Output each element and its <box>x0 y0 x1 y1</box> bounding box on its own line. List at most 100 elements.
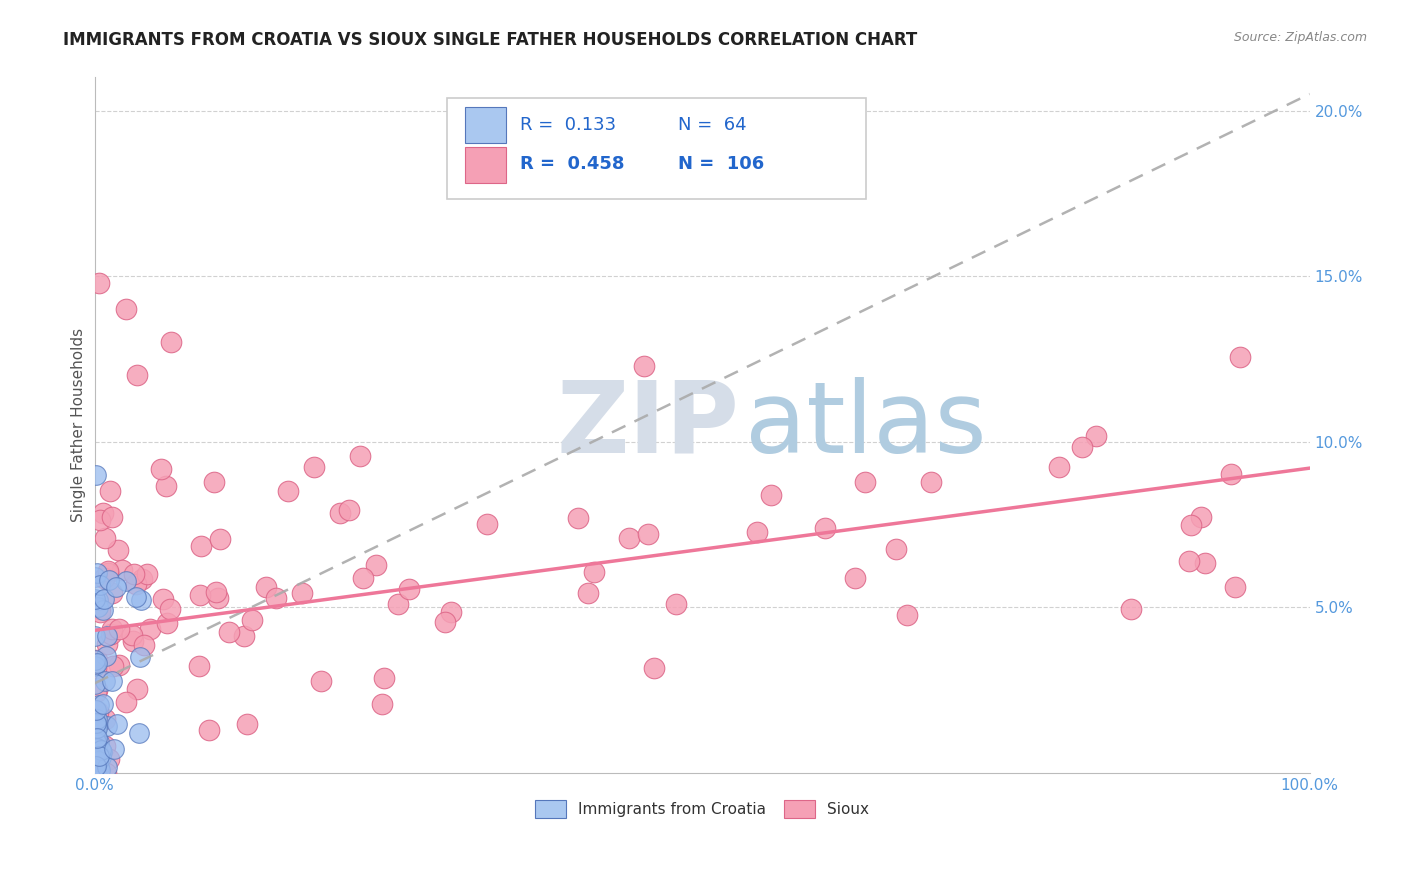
Point <box>89 763 111 777</box>
Point <box>84 752 107 766</box>
Text: Source: ZipAtlas.com: Source: ZipAtlas.com <box>1233 31 1367 45</box>
Point <box>86 721 108 735</box>
Point <box>114 302 136 317</box>
Point <box>84 759 107 773</box>
Point <box>190 540 212 554</box>
Point <box>87 749 110 764</box>
Point <box>83 677 105 691</box>
Point <box>84 717 107 731</box>
Point <box>1223 580 1246 594</box>
Point <box>84 703 107 717</box>
Point <box>83 758 105 772</box>
Point <box>583 566 606 580</box>
Point <box>86 764 108 779</box>
Point <box>87 698 110 712</box>
Point <box>101 659 124 673</box>
Point <box>97 564 120 578</box>
Text: N =  106: N = 106 <box>678 155 763 173</box>
Point <box>128 649 150 664</box>
Point <box>86 750 108 764</box>
Text: ZIP: ZIP <box>557 376 740 474</box>
Point <box>207 591 229 605</box>
Point <box>84 764 107 778</box>
Point <box>84 741 107 756</box>
Point <box>84 751 107 765</box>
Point <box>1119 601 1142 615</box>
Text: R =  0.458: R = 0.458 <box>520 155 624 173</box>
Point <box>747 524 769 539</box>
Point <box>896 608 918 623</box>
Point <box>96 629 118 643</box>
Point <box>89 578 111 592</box>
Point <box>84 661 107 675</box>
Point <box>86 683 108 698</box>
Point <box>1229 350 1251 364</box>
Point <box>84 467 107 482</box>
Point <box>115 574 138 588</box>
Point <box>366 558 388 573</box>
Point <box>920 475 942 489</box>
FancyBboxPatch shape <box>465 147 506 183</box>
Y-axis label: Single Father Households: Single Father Households <box>72 328 86 522</box>
Point <box>127 368 149 383</box>
Point <box>94 673 117 688</box>
Point <box>264 591 287 605</box>
Point <box>87 593 110 607</box>
Point <box>87 706 110 720</box>
Point <box>87 751 110 765</box>
Point <box>94 739 117 754</box>
Point <box>188 588 211 602</box>
Point <box>89 276 111 290</box>
Point <box>1177 554 1199 568</box>
Point <box>205 584 228 599</box>
Point <box>124 566 146 581</box>
Point <box>86 740 108 755</box>
Point <box>129 592 152 607</box>
Point <box>101 673 124 688</box>
Point <box>125 577 148 591</box>
Point <box>94 765 117 780</box>
Point <box>84 659 107 673</box>
Point <box>91 603 114 617</box>
Point <box>637 527 659 541</box>
Point <box>91 507 114 521</box>
Point <box>115 695 138 709</box>
Point <box>96 719 118 733</box>
Point <box>94 648 117 663</box>
Point <box>240 613 263 627</box>
Point <box>90 749 112 764</box>
Point <box>576 585 599 599</box>
Point <box>93 571 115 585</box>
FancyBboxPatch shape <box>447 98 866 199</box>
Text: R =  0.133: R = 0.133 <box>520 116 616 134</box>
Point <box>87 754 110 768</box>
Point <box>202 475 225 489</box>
Point <box>87 599 110 614</box>
Point <box>86 753 108 767</box>
Point <box>371 697 394 711</box>
Point <box>844 571 866 585</box>
Point <box>98 573 121 587</box>
Point <box>86 718 108 732</box>
Point <box>329 506 352 520</box>
Point <box>101 585 124 599</box>
Point <box>84 591 107 606</box>
Text: atlas: atlas <box>745 376 986 474</box>
Point <box>125 590 148 604</box>
Point <box>94 531 117 545</box>
Point <box>232 629 254 643</box>
Point <box>160 335 183 350</box>
Point <box>125 681 148 696</box>
Point <box>1084 429 1107 443</box>
Point <box>84 739 107 754</box>
Point <box>373 671 395 685</box>
Point <box>87 755 110 769</box>
Point <box>107 658 129 673</box>
Legend: Immigrants from Croatia, Sioux: Immigrants from Croatia, Sioux <box>529 795 875 824</box>
Point <box>84 747 107 762</box>
Point <box>155 479 177 493</box>
Point <box>152 591 174 606</box>
Text: IMMIGRANTS FROM CROATIA VS SIOUX SINGLE FATHER HOUSEHOLDS CORRELATION CHART: IMMIGRANTS FROM CROATIA VS SIOUX SINGLE … <box>63 31 918 49</box>
Point <box>664 597 686 611</box>
Point <box>156 615 179 630</box>
